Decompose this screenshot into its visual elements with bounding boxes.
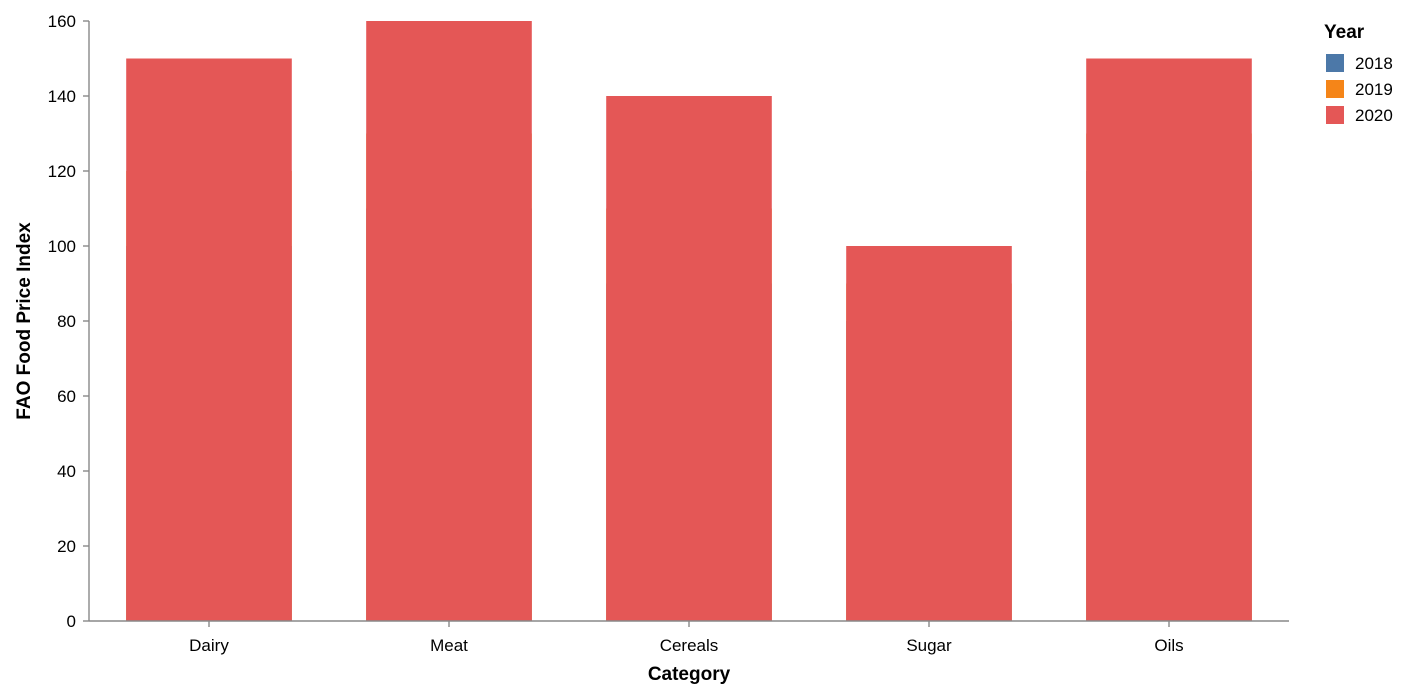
y-axis: 0 20 40 60 80 100 120 140 160 — [48, 12, 90, 631]
x-tick-label: Sugar — [906, 636, 952, 655]
bar-oils-2020 — [1086, 58, 1252, 621]
x-tick-label: Meat — [430, 636, 468, 655]
bar-sugar-2020 — [846, 246, 1012, 621]
bar-meat-2020 — [366, 21, 532, 621]
legend-swatch-2018 — [1326, 54, 1344, 72]
legend-items: 2018 2019 2020 — [1326, 54, 1393, 125]
x-tick-label: Cereals — [660, 636, 719, 655]
y-axis-title: FAO Food Price Index — [14, 222, 35, 420]
bar-dairy-2020 — [126, 58, 292, 621]
y-tick-label: 20 — [57, 537, 76, 556]
bar-cereals-2020 — [606, 96, 772, 621]
y-tick-label: 160 — [48, 12, 76, 31]
y-tick-label: 100 — [48, 237, 76, 256]
x-tick-label: Oils — [1154, 636, 1183, 655]
y-tick-label: 120 — [48, 162, 76, 181]
legend: Year 2018 2019 2020 — [1324, 22, 1393, 125]
legend-label-2018: 2018 — [1355, 54, 1393, 73]
legend-swatch-2019 — [1326, 80, 1344, 98]
x-axis-title: Category — [648, 664, 731, 685]
x-axis: Dairy Meat Cereals Sugar Oils — [89, 620, 1289, 655]
legend-label-2020: 2020 — [1355, 106, 1393, 125]
x-tick-label: Dairy — [189, 636, 229, 655]
y-tick-label: 0 — [67, 612, 76, 631]
legend-label-2019: 2019 — [1355, 80, 1393, 99]
legend-title: Year — [1324, 22, 1365, 43]
y-tick-label: 80 — [57, 312, 76, 331]
legend-swatch-2020 — [1326, 106, 1344, 124]
y-tick-label: 40 — [57, 462, 76, 481]
y-tick-label: 60 — [57, 387, 76, 406]
bars-layer — [126, 21, 1252, 621]
y-tick-label: 140 — [48, 87, 76, 106]
